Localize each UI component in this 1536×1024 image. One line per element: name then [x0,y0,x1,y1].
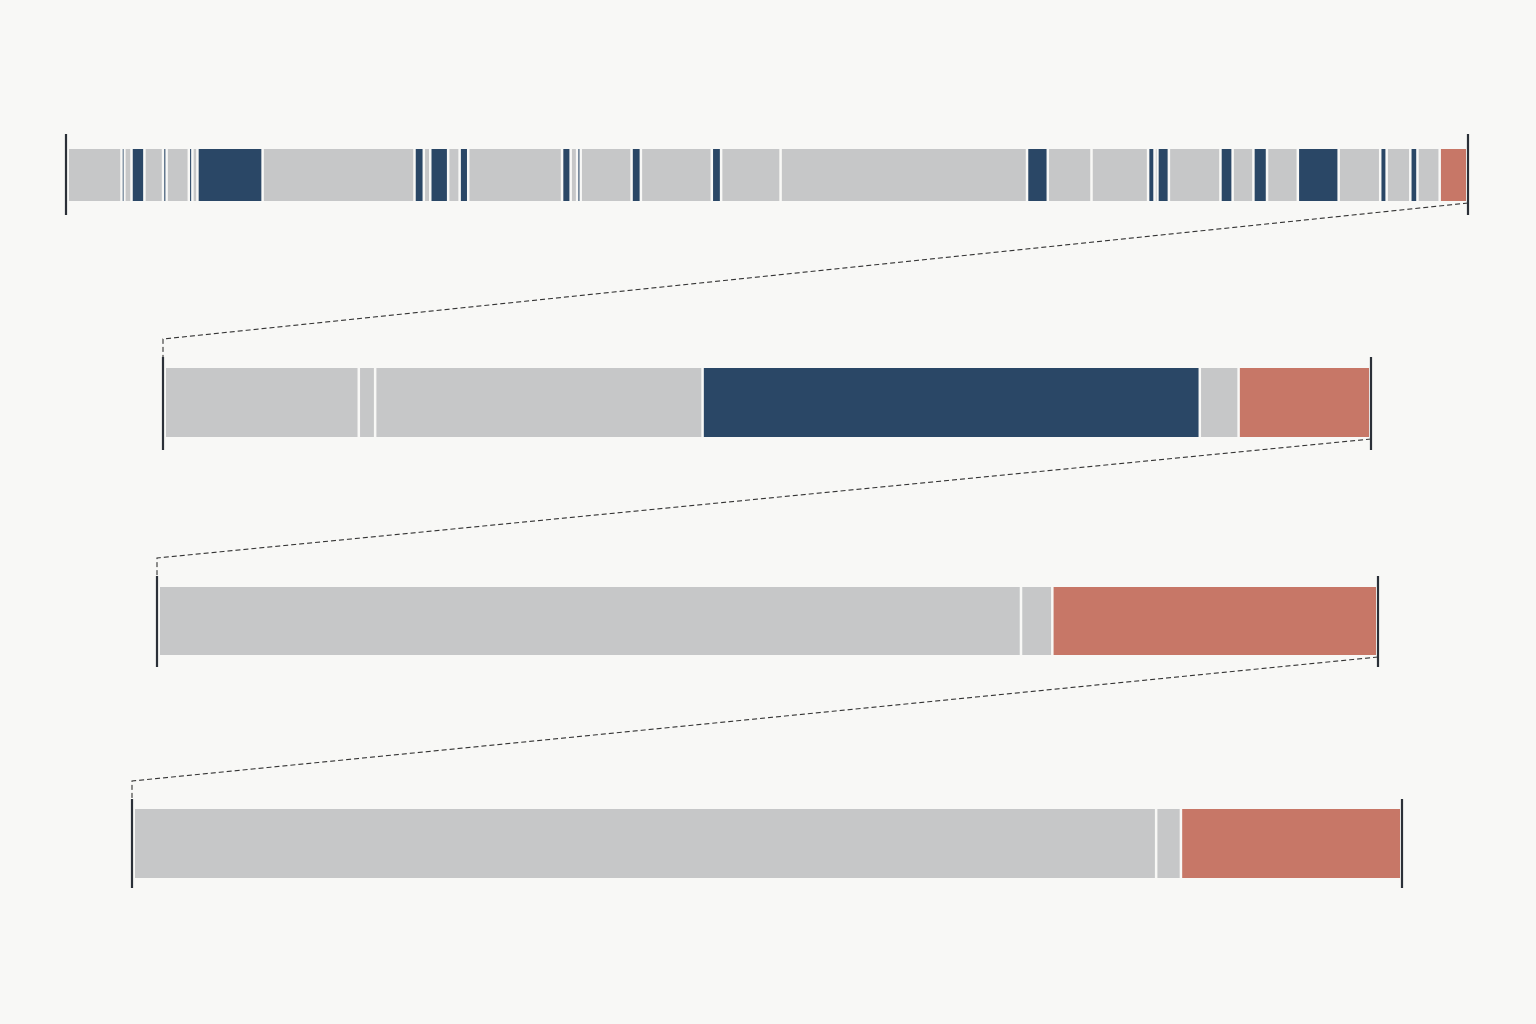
bar-segment-navy [1221,149,1232,201]
bar-segment-gray [376,368,702,437]
bar-segment-navy [431,149,447,201]
bar-segment-gray [1170,149,1220,201]
bar-segment-gray [1049,149,1091,201]
bar-segment-gray [135,809,1155,878]
bar-segment-gray [166,368,358,437]
bar-segment-navy [1381,149,1386,201]
bar-segment-navy [132,149,144,201]
bar-segment-gray [581,149,631,201]
bar-segment-gray [1339,149,1379,201]
bar-segment-gray [449,149,459,201]
bar-segment-gray [1201,368,1238,437]
bar-segment-gray [722,149,780,201]
bar-segment-gray [1268,149,1297,201]
bar-segment-coral [1182,809,1400,878]
zoom-connectors [131,202,1469,801]
bar-segment-gray [571,149,576,201]
bar-segment-gray [1418,149,1439,201]
bar-segment-gray [160,587,1020,655]
zoom-connector-dashed-line [156,438,1372,578]
bar-segment-gray [425,149,430,201]
bar-segment-gray [167,149,188,201]
bar-segment-gray [1155,149,1157,201]
bar-segment-navy [703,368,1199,437]
bar-segment-gray [1387,149,1410,201]
bar-segment-navy [415,149,423,201]
bar-segment-navy [1254,149,1266,201]
bar-segment-gray [360,368,374,437]
bar-segment-gray [781,149,1026,201]
bar-segment-navy [190,149,192,201]
bar-segment-gray [642,149,711,201]
bar-segment-gray [1022,587,1052,655]
bar-segment-navy [460,149,467,201]
bar-segment-gray [1092,149,1147,201]
bar-segment-gray [193,149,197,201]
bar-segment-navy [1411,149,1417,201]
zoom-connector-dashed-line [131,656,1379,801]
bar-segment-navy [1149,149,1154,201]
bar-segment-navy [1299,149,1338,201]
bar-segment-gray [263,149,414,201]
bar-segment-coral [1053,587,1376,655]
bar-segment-gray [69,149,121,201]
bar-segment-navy [164,149,166,201]
zoom-bar-level-4 [130,799,1404,888]
zoom-bar-level-3 [155,576,1380,667]
bar-segment-coral [1239,368,1369,437]
bar-segment-navy [198,149,262,201]
bar-segment-gray [1233,149,1253,201]
bar-segment-navy [578,149,580,201]
bar-segment-gray [145,149,162,201]
bar-segment-navy [563,149,570,201]
bar-segment-gray [1157,809,1180,878]
zoom-bar-level-2 [161,357,1373,450]
zoom-connector-dashed-line [162,202,1469,359]
bar-segment-coral [1440,149,1466,201]
bar-segment-navy [1158,149,1168,201]
bar-segment-navy [122,149,124,201]
bar-segment-navy [632,149,640,201]
bar-segment-navy [1028,149,1047,201]
bar-segment-gray [469,149,561,201]
bar-segment-gray [125,149,131,201]
bar-segment-navy [713,149,720,201]
zoom-bar-level-1 [64,134,1470,215]
